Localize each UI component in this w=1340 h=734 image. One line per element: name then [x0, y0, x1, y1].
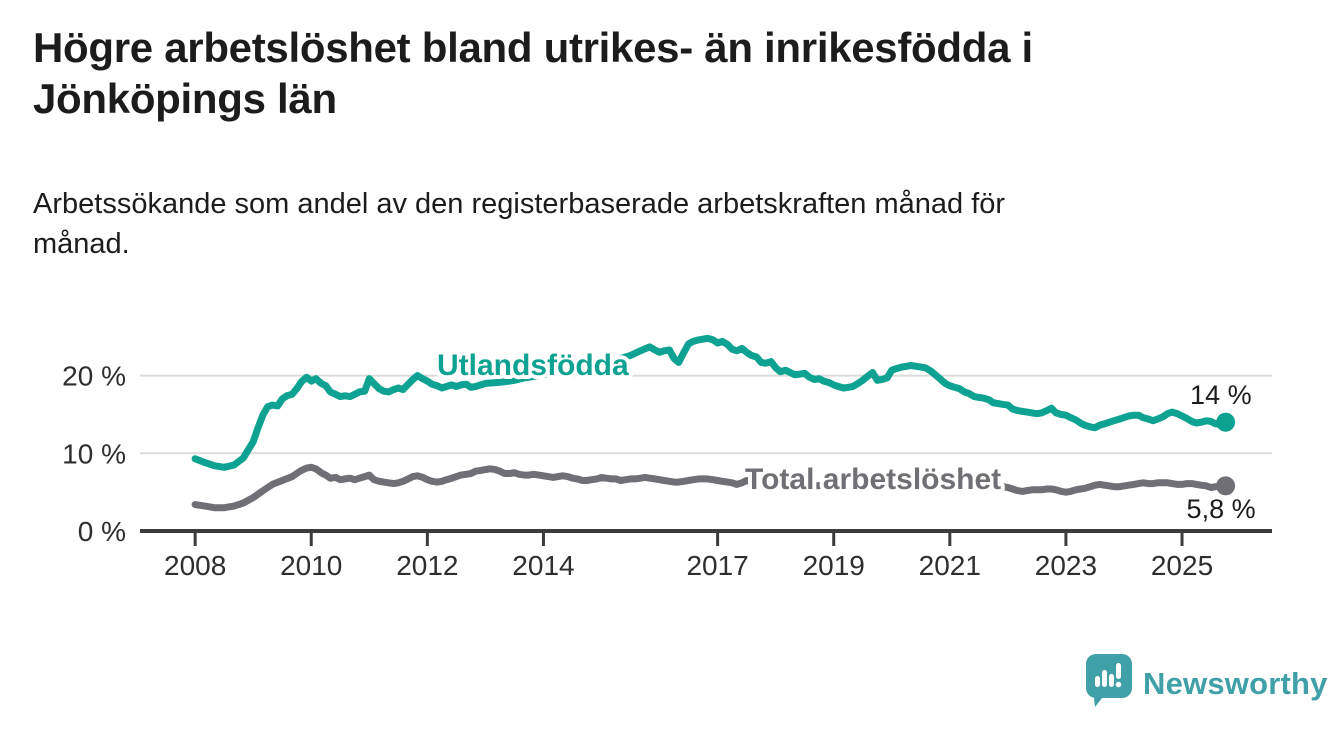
x-tick-label-2017: 2017: [686, 550, 748, 581]
end-value-label-1: 5,8 %: [1187, 494, 1256, 524]
end-value-label-0: 14 %: [1190, 380, 1252, 410]
y-tick-label-20: 20 %: [62, 361, 126, 392]
y-tick-label-0: 0 %: [78, 516, 126, 547]
chart-subtitle: Arbetssökande som andel av den registerb…: [33, 188, 1006, 261]
series-line-0: [191, 334, 1230, 471]
newsworthy-branding: Newsworthy: [1086, 654, 1328, 714]
x-tick-label-2021: 2021: [919, 550, 981, 581]
x-tick-label-2025: 2025: [1151, 550, 1213, 581]
x-tick-label-2008: 2008: [164, 550, 226, 581]
bar-1: [1095, 676, 1100, 687]
x-tick-label-2010: 2010: [280, 550, 342, 581]
x-tick-label-2023: 2023: [1035, 550, 1097, 581]
page-title: Högre arbetslöshet bland utrikes- än inr…: [33, 24, 1033, 123]
bar-3: [1109, 674, 1114, 687]
y-tick-label-10: 10 %: [62, 438, 126, 469]
series-end-dot-1: [1216, 476, 1236, 496]
bar-2: [1102, 670, 1107, 687]
exclamation-dot: [1115, 681, 1122, 688]
exclamation-bar: [1116, 663, 1121, 679]
x-tick-label-2019: 2019: [803, 550, 865, 581]
x-tick-label-2012: 2012: [396, 550, 458, 581]
x-tick-label-2014: 2014: [512, 550, 574, 581]
series-line-1: [191, 463, 1230, 512]
newsworthy-wordmark: Newsworthy: [1143, 666, 1328, 701]
series-label-0: Utlandsfödda: [437, 349, 629, 382]
series-label-1: Total arbetslöshet: [745, 463, 1001, 496]
newsworthy-logo-icon: [1086, 654, 1132, 707]
series-end-dot-0: [1216, 412, 1236, 432]
